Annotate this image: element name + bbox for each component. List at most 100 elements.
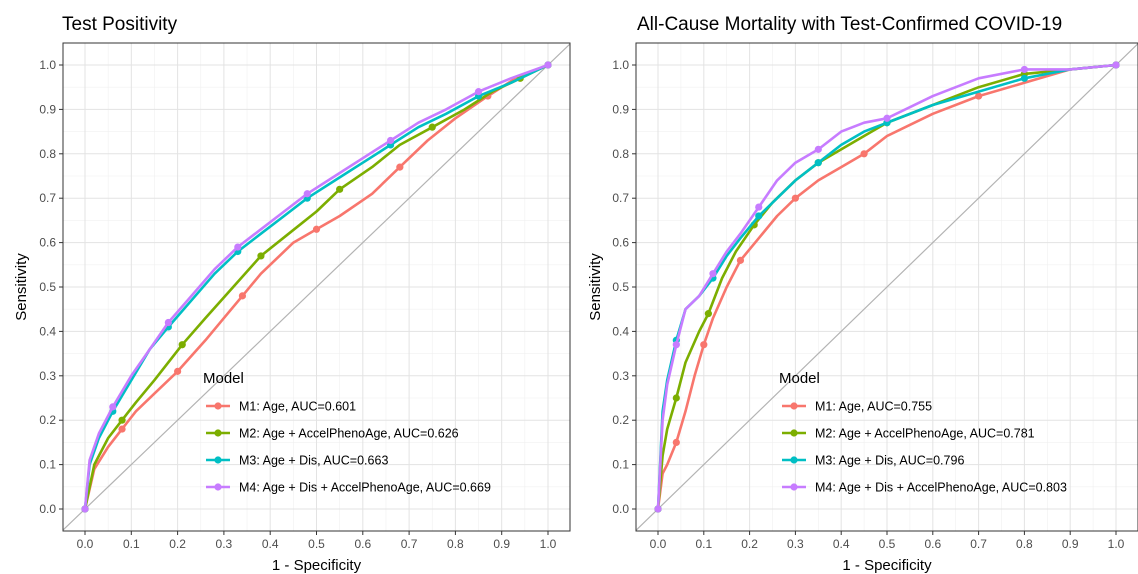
y-tick-label: 0.7 [39,191,56,205]
legend-label: M4: Age + Dis + AccelPhenoAge, AUC=0.803 [815,481,1067,495]
data-point [544,61,552,69]
y-tick-label: 0.3 [612,369,629,383]
legend-label: M3: Age + Dis, AUC=0.796 [815,454,964,468]
data-point [164,318,172,327]
legend-item-2: M2: Age + AccelPhenoAge, AUC=0.781 [782,427,1035,441]
legend-label: M1: Age, AUC=0.755 [815,400,932,414]
legend-key-point [790,456,798,464]
data-point [704,310,712,318]
x-tick-label: 0.9 [1062,537,1079,551]
legend-label: M2: Age + AccelPhenoAge, AUC=0.626 [239,427,459,441]
data-point [336,185,344,193]
legend-label: M2: Age + AccelPhenoAge, AUC=0.781 [815,427,1035,441]
data-point [1020,74,1028,82]
data-point [755,203,763,211]
x-tick-label: 0.7 [970,537,987,551]
data-point [1112,61,1120,69]
series-line [83,63,550,511]
series-line [656,63,1118,511]
data-point [174,367,182,375]
x-tick-label: 0.4 [833,537,850,551]
series-4 [81,61,552,513]
diagonal-reference-line [636,43,1138,531]
data-point [386,136,395,145]
data-point [474,88,483,96]
y-tick-label: 0.9 [612,102,629,116]
legend-label: M3: Age + Dis, AUC=0.663 [239,454,388,468]
x-tick-label: 0.8 [1016,537,1033,551]
data-point [81,505,89,513]
y-tick-label: 1.0 [39,58,56,72]
y-tick-label: 0.0 [39,502,56,516]
chart-title: Test Positivity [62,14,178,35]
data-point [1020,65,1028,74]
y-tick-label: 0.5 [39,280,56,294]
legend-item-2: M2: Age + AccelPhenoAge, AUC=0.626 [206,427,459,441]
legend-label: M1: Age, AUC=0.601 [239,400,356,414]
legend-key-point [214,483,222,491]
y-tick-label: 0.8 [39,147,56,161]
x-tick-label: 0.3 [787,537,804,551]
x-tick-label: 0.2 [169,537,186,551]
x-tick-label: 0.6 [924,537,941,551]
data-point [975,92,983,100]
series-line [83,63,550,511]
x-tick-label: 0.5 [308,537,325,551]
y-axis-label: Sensitivity [13,253,30,321]
legend-item-1: M1: Age, AUC=0.601 [206,400,356,414]
data-point [238,292,247,300]
x-tick-label: 0.8 [447,537,464,551]
x-tick-label: 1.0 [1108,537,1125,551]
data-point [736,256,745,264]
legend: Model M1: Age, AUC=0.601 M2: Age + AccelPh… [203,370,491,495]
data-point [178,341,186,349]
y-tick-label: 0.2 [39,413,56,427]
chart-title: All-Cause Mortality with Test-Confirmed … [637,14,1062,35]
y-tick-label: 0.1 [39,458,56,472]
y-tick-label: 0.9 [39,102,56,116]
x-tick-label: 0.5 [879,537,896,551]
legend-item-1: M1: Age, AUC=0.755 [782,400,932,414]
data-point [791,194,800,202]
data-point [257,252,265,260]
data-point [303,190,311,198]
x-axis-label: 1 - Specificity [272,557,362,574]
x-tick-label: 0.6 [354,537,371,551]
data-point [709,270,717,278]
y-tick-label: 0.7 [612,191,629,205]
y-tick-label: 0.4 [39,324,56,338]
x-tick-label: 1.0 [540,537,557,551]
x-tick-label: 0.0 [650,537,667,551]
legend-key-point [790,483,798,491]
data-point [814,145,822,153]
y-tick-label: 0.1 [612,458,629,472]
x-tick-label: 0.4 [262,537,279,551]
data-point [814,159,822,167]
y-tick-label: 0.5 [612,280,629,294]
y-tick-label: 0.0 [612,502,629,516]
y-tick-label: 0.3 [39,369,56,383]
x-tick-label: 0.9 [493,537,510,551]
x-tick-label: 0.3 [216,537,233,551]
data-point [860,150,868,158]
legend-item-4: M4: Age + Dis + AccelPhenoAge, AUC=0.803 [782,481,1067,495]
data-point [234,243,242,251]
data-point [755,212,763,220]
legend-key-point [790,402,798,410]
legend-key-point [790,429,798,437]
y-tick-label: 0.6 [612,236,629,250]
data-point [654,505,662,513]
x-tick-label: 0.1 [695,537,712,551]
data-point [118,425,126,433]
legend: Model M1: Age, AUC=0.755 M2: Age + AccelPh… [779,370,1067,495]
y-tick-label: 0.4 [612,324,629,338]
y-axis-label: Sensitivity [587,253,604,321]
legend-item-3: M3: Age + Dis, AUC=0.796 [782,454,964,468]
x-tick-label: 0.0 [77,537,94,551]
diagonal-reference-line [63,43,570,531]
x-axis-label: 1 - Specificity [842,557,932,574]
data-point [672,341,680,349]
grid [63,43,570,531]
data-point [428,123,436,131]
